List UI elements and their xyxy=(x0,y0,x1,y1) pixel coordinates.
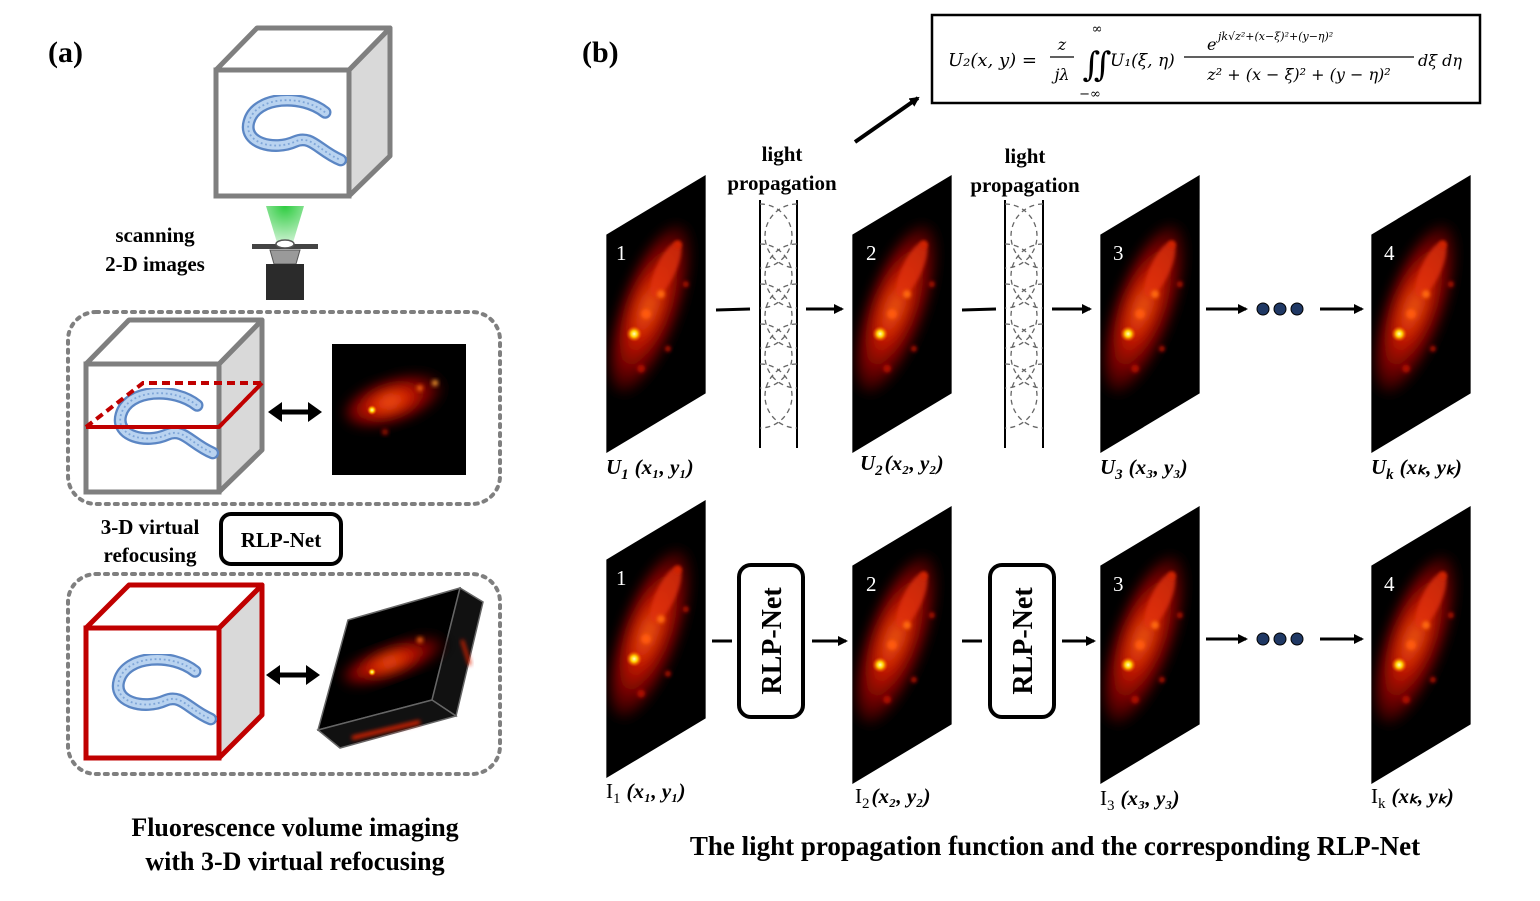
rlpnet-block-1: RLP-Net xyxy=(737,563,805,719)
slice-number-bottom-2: 2 xyxy=(866,572,877,596)
wavefront-diagram-2 xyxy=(1004,200,1044,448)
rlpnet-box-label: RLP-Net xyxy=(241,528,321,552)
slice-number-top-2: 2 xyxy=(866,241,877,265)
formula-frac-num: z xyxy=(1057,35,1067,54)
refocused-volume-image xyxy=(316,586,484,749)
bottom-row-labels: I1 (x₁, y₁) I2(x₂, y₂) I3 (x₃, y₃) Ik (xₖ, … xyxy=(606,779,1454,814)
rlpnet-block-2: RLP-Net xyxy=(988,563,1056,719)
panel-a-caption: Fluorescence volume imaging xyxy=(131,813,458,842)
formula-exp-base: e xyxy=(1207,35,1216,54)
slice-number-top-3: 3 xyxy=(1113,241,1124,265)
scanning-label-2: 2-D images xyxy=(105,252,205,276)
label-uk: Uk (xₖ, yₖ) xyxy=(1371,455,1462,483)
propagation-label-1: light xyxy=(762,142,803,166)
slice-top-3 xyxy=(1086,175,1203,453)
ellipsis-dots-top xyxy=(1256,302,1304,316)
rlpnet-box-a xyxy=(219,512,343,566)
label-i3: I3 (x₃, y₃) xyxy=(1100,786,1179,814)
rlpnet-block-label-2: RLP-Net xyxy=(1008,587,1039,695)
label-u2: U2(x₂, y₂) xyxy=(860,451,944,479)
wavefront-diagram-1 xyxy=(759,200,798,448)
formula-frac-den: jλ xyxy=(1051,65,1069,84)
slice-number-bottom-1: 1 xyxy=(616,566,627,590)
label-ik: Ik (xₖ, yₖ) xyxy=(1371,784,1454,812)
slice-number-top-4: 4 xyxy=(1384,241,1395,265)
top-row-labels: U1 (x₁, y₁) U2(x₂, y₂) U3 (x₃, y₃) Uk (xₖ, … xyxy=(606,451,1462,483)
formula-pointer-arrow xyxy=(853,96,920,144)
panel-b-caption: The light propagation function and the c… xyxy=(690,831,1420,861)
formula-int-lower: −∞ xyxy=(1079,87,1101,102)
slice-number-bottom-4: 4 xyxy=(1384,572,1395,596)
rlpnet-block-label-1: RLP-Net xyxy=(757,587,788,695)
formula-denominator: z² + (x − ξ)² + (y − η)² xyxy=(1206,65,1390,84)
refocusing-label-2: refocusing xyxy=(104,543,197,567)
formula-int-upper: ∞ xyxy=(1092,22,1103,37)
propagation-formula: U₂(x, y) = z jλ ∞ ∬ −∞ U₁(ξ, η) e jk√z²+… xyxy=(930,13,1482,105)
specimen-cube-top xyxy=(213,25,393,199)
propagation-label-1b: propagation xyxy=(727,171,837,195)
panel-a-label: (a) xyxy=(48,36,83,69)
panel-a-caption-2: with 3-D virtual refocusing xyxy=(145,847,444,876)
slice-top-2 xyxy=(838,175,955,453)
ellipsis-dots-bottom xyxy=(1256,632,1304,646)
propagation-label-2: light xyxy=(1005,144,1046,168)
panel-b-label: (b) xyxy=(582,36,619,69)
formula-lhs: U₂(x, y) = xyxy=(948,50,1037,71)
label-i2: I2(x₂, y₂) xyxy=(855,784,930,812)
formula-integral: ∬ xyxy=(1083,45,1112,85)
label-u1: U1 (x₁, y₁) xyxy=(606,455,694,483)
bottom-row-arrows xyxy=(712,634,1364,646)
propagation-label-2b: propagation xyxy=(970,173,1080,197)
slice-bottom-1 xyxy=(592,500,709,778)
top-row-arrows xyxy=(715,304,1364,314)
slice-bottom-4 xyxy=(1357,506,1474,784)
formula-integrand: U₁(ξ, η) xyxy=(1110,51,1175,71)
fluorescence-slice-image xyxy=(332,344,466,475)
slice-number-top-1: 1 xyxy=(616,241,627,265)
specimen-cube-middle xyxy=(80,317,267,495)
slice-top-1 xyxy=(592,175,709,453)
scanning-label: scanning xyxy=(115,223,195,247)
microscope-icon xyxy=(252,206,318,300)
formula-differential: dξ dη xyxy=(1418,51,1462,70)
slice-bottom-3 xyxy=(1086,506,1203,784)
bottom-dashed-box xyxy=(66,572,502,776)
slice-top-4 xyxy=(1357,175,1474,453)
specimen-cube-bottom xyxy=(83,582,265,761)
double-arrow-icon xyxy=(268,402,322,422)
label-u3: U3 (x₃, y₃) xyxy=(1100,455,1188,483)
label-i1: I1 (x₁, y₁) xyxy=(606,779,685,807)
double-arrow-icon-2 xyxy=(266,665,320,685)
formula-exp-power: jk√z²+(x−ξ)²+(y−η)² xyxy=(1215,30,1333,43)
refocusing-label: 3-D virtual xyxy=(101,515,200,539)
slice-bottom-2 xyxy=(838,506,955,784)
slice-number-bottom-3: 3 xyxy=(1113,572,1124,596)
middle-dashed-box xyxy=(66,310,502,506)
